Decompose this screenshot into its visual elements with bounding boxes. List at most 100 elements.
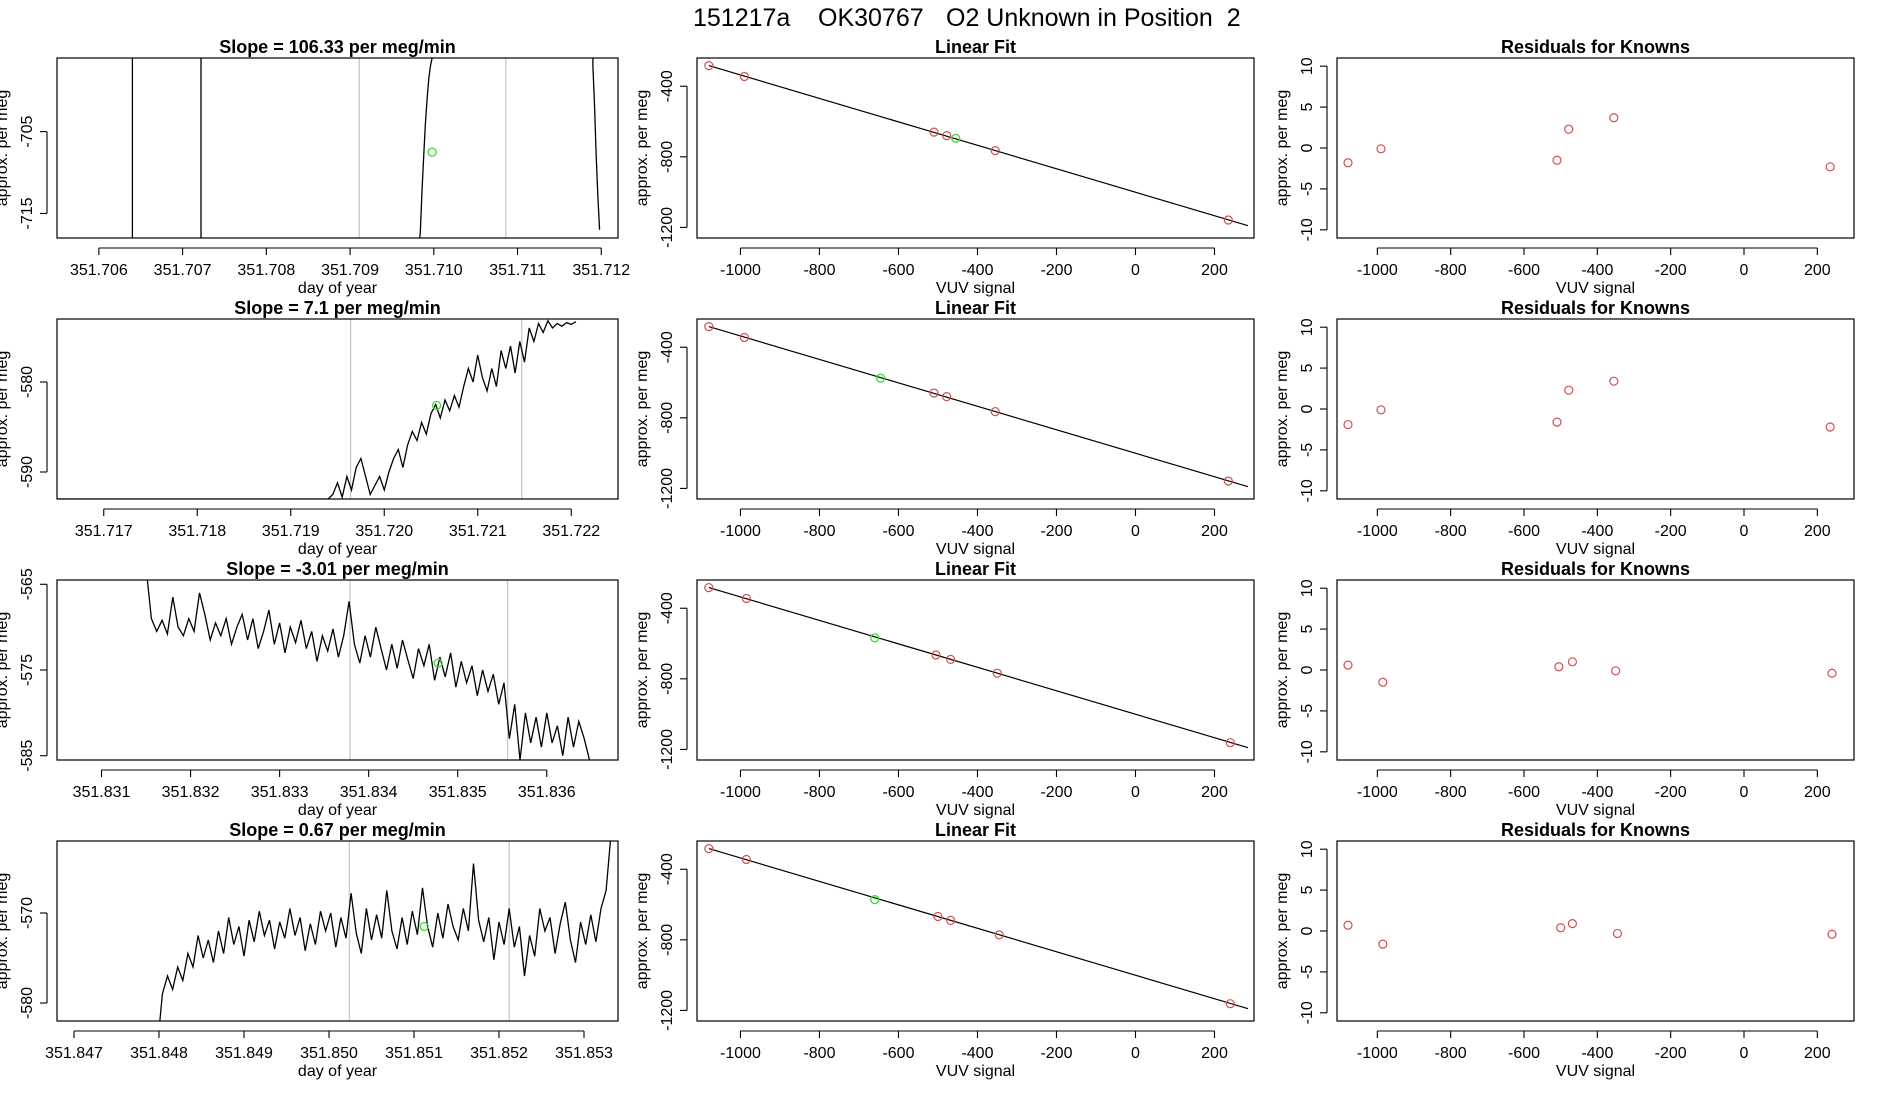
unknown-point: [431, 400, 442, 411]
slope-title: Slope = 0.67 per meg/min: [229, 820, 446, 840]
slope-title: Slope = 7.1 per meg/min: [234, 298, 441, 318]
x-tick-label: -400: [961, 523, 993, 540]
known-point: [1564, 124, 1574, 134]
x-tick-label: -800: [1435, 1045, 1467, 1062]
known-point: [990, 146, 1000, 156]
x-tick-label: -200: [1655, 523, 1687, 540]
x-axis-label: VUV signal: [1556, 280, 1635, 297]
y-tick-label: -565: [19, 568, 36, 600]
x-tick-label: -400: [1581, 1045, 1613, 1062]
x-axis-label: VUV signal: [936, 802, 1015, 819]
unknown-point: [876, 373, 886, 383]
x-tick-label: -600: [1508, 262, 1540, 279]
y-tick-label: -800: [659, 924, 676, 956]
y-axis-label: approx. per meg: [0, 351, 11, 468]
y-tick-label: 5: [1299, 103, 1316, 112]
fit-line: [708, 848, 1249, 1010]
y-axis-label: approx. per meg: [634, 873, 651, 990]
y-tick-label: -10: [1299, 740, 1316, 763]
y-tick-label: -400: [659, 70, 676, 102]
known-point: [704, 60, 714, 71]
y-tick-label: -580: [19, 987, 36, 1019]
known-point: [931, 650, 941, 660]
y-axis-label: approx. per meg: [0, 90, 11, 207]
y-tick-label: -10: [1299, 1001, 1316, 1024]
x-tick-label: 200: [1201, 262, 1228, 279]
y-tick-label: -1200: [659, 468, 676, 509]
known-point: [1609, 113, 1619, 123]
chart-panel-linear-fit-row-2: Linear Fit -1000 -800 -600 -400 -200 0 200 VUV s…: [634, 298, 1255, 558]
x-tick-label: -600: [882, 1045, 914, 1062]
y-tick-label: -5: [1299, 704, 1316, 718]
x-tick-label: -400: [961, 784, 993, 801]
x-tick-label: -800: [1435, 523, 1467, 540]
chart-panel-residuals-row-2: Residuals for Knowns-1000 -800 -600 -400 -20…: [1274, 298, 1855, 558]
linear-fit-title: Linear Fit: [935, 37, 1016, 57]
y-tick-label: -800: [659, 402, 676, 434]
x-tick-label: 351.849: [215, 1045, 273, 1062]
known-point: [1378, 677, 1388, 687]
known-point: [704, 321, 714, 332]
x-axis-label: VUV signal: [936, 541, 1015, 558]
known-point: [741, 593, 751, 604]
slope-title: Slope = -3.01 per meg/min: [226, 559, 449, 579]
known-point: [1612, 928, 1623, 939]
known-point: [1567, 919, 1578, 929]
y-tick-label: -800: [659, 663, 676, 695]
x-tick-label: -200: [1655, 1045, 1687, 1062]
known-point: [741, 854, 751, 865]
x-tick-label: 351.833: [251, 784, 309, 801]
residuals-title: Residuals for Knowns: [1501, 37, 1690, 57]
x-tick-label: -600: [882, 523, 914, 540]
known-point: [992, 668, 1002, 678]
known-point: [1825, 422, 1835, 432]
x-tick-label: 351.835: [429, 784, 487, 801]
unknown-point: [951, 133, 961, 143]
x-tick-label: -600: [1508, 523, 1540, 540]
x-axis-label: day of year: [298, 280, 378, 297]
x-tick-label: -600: [882, 262, 914, 279]
known-point: [1376, 144, 1386, 154]
y-tick-label: 10: [1299, 840, 1316, 858]
x-tick-label: 351.718: [168, 523, 226, 540]
y-tick-label: -400: [659, 853, 676, 885]
y-tick-label: 5: [1299, 886, 1316, 895]
y-tick-label: -705: [19, 116, 36, 148]
y-axis-label: approx. per meg: [634, 351, 651, 468]
plot-frame: [56, 57, 619, 239]
x-tick-label: 351.707: [154, 262, 212, 279]
x-tick-label: -1000: [1357, 1045, 1398, 1062]
y-axis-label: approx. per meg: [0, 612, 11, 729]
x-tick-label: 351.722: [542, 523, 600, 540]
y-tick-label: -5: [1299, 443, 1316, 457]
plot-frame: [1336, 318, 1855, 500]
x-tick-label: 0: [1131, 1045, 1140, 1062]
x-tick-label: 200: [1804, 784, 1831, 801]
y-tick-label: 10: [1299, 318, 1316, 336]
y-axis-label: approx. per meg: [1274, 873, 1291, 990]
x-tick-label: 351.847: [45, 1045, 103, 1062]
residuals-title: Residuals for Knowns: [1501, 298, 1690, 318]
known-point: [739, 71, 750, 82]
x-tick-label: 351.831: [73, 784, 131, 801]
figure-description: O2 Unknown in Position 2: [946, 4, 1241, 32]
x-tick-label: -1000: [720, 784, 761, 801]
x-tick-label: 200: [1201, 784, 1228, 801]
y-tick-label: 0: [1299, 926, 1316, 935]
x-tick-label: 351.706: [70, 262, 128, 279]
x-tick-label: -600: [1508, 1045, 1540, 1062]
known-point: [1343, 419, 1353, 430]
x-tick-label: 200: [1201, 1045, 1228, 1062]
known-point: [942, 392, 952, 402]
fit-line: [708, 326, 1249, 488]
known-point: [1611, 666, 1621, 676]
known-point: [704, 843, 714, 854]
known-point: [990, 407, 1000, 417]
x-tick-label: -1000: [720, 1045, 761, 1062]
y-tick-label: -570: [19, 897, 36, 929]
known-point: [1564, 385, 1574, 395]
run-id: 151217a: [693, 4, 791, 32]
x-tick-label: 351.836: [518, 784, 576, 801]
unknown-point: [433, 658, 443, 668]
y-axis-label: approx. per meg: [1274, 90, 1291, 207]
